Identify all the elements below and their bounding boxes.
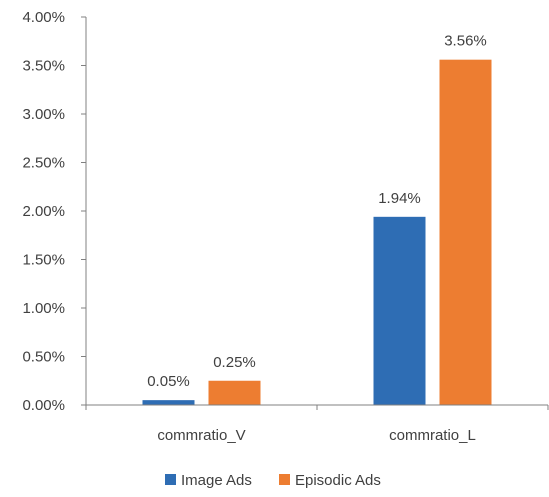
y-tick-label: 1.50% (22, 252, 65, 269)
bar-episodic-ads-commratio_l (439, 59, 492, 406)
y-tick-label: 1.00% (22, 300, 65, 317)
bars-group (142, 59, 492, 406)
bar-image-ads-commratio_l (373, 216, 426, 405)
y-tick-label: 2.00% (22, 203, 65, 220)
y-tick-label: 3.50% (22, 58, 65, 75)
legend-swatch (165, 474, 176, 485)
data-label: 0.25% (213, 354, 256, 371)
data-labels-group: 0.05% 0.25% 1.94% 3.56% (147, 33, 487, 390)
legend-label: Image Ads (181, 472, 252, 489)
data-label: 0.05% (147, 373, 190, 390)
legend-swatch (279, 474, 290, 485)
category-label: commratio_V (157, 427, 245, 444)
bar-image-ads-commratio_v (142, 400, 195, 405)
axes-group (85, 17, 549, 410)
y-tick-label: 3.00% (22, 106, 65, 123)
category-label: commratio_L (389, 427, 476, 444)
legend: Image Ads Episodic Ads (165, 472, 381, 489)
y-tick-label: 2.50% (22, 155, 65, 172)
y-tick-label: 0.00% (22, 397, 65, 414)
data-label: 3.56% (444, 33, 487, 50)
data-label: 1.94% (378, 190, 421, 207)
legend-label: Episodic Ads (295, 472, 381, 489)
x-axis-labels: commratio_V commratio_L (157, 427, 476, 444)
bar-episodic-ads-commratio_v (208, 380, 261, 405)
y-axis-ticks: 0.00% 0.50% 1.00% 1.50% 2.00% 2.50% 3.00% 3.50%… (22, 9, 86, 414)
y-tick-label: 4.00% (22, 9, 65, 26)
y-tick-label: 0.50% (22, 349, 65, 366)
